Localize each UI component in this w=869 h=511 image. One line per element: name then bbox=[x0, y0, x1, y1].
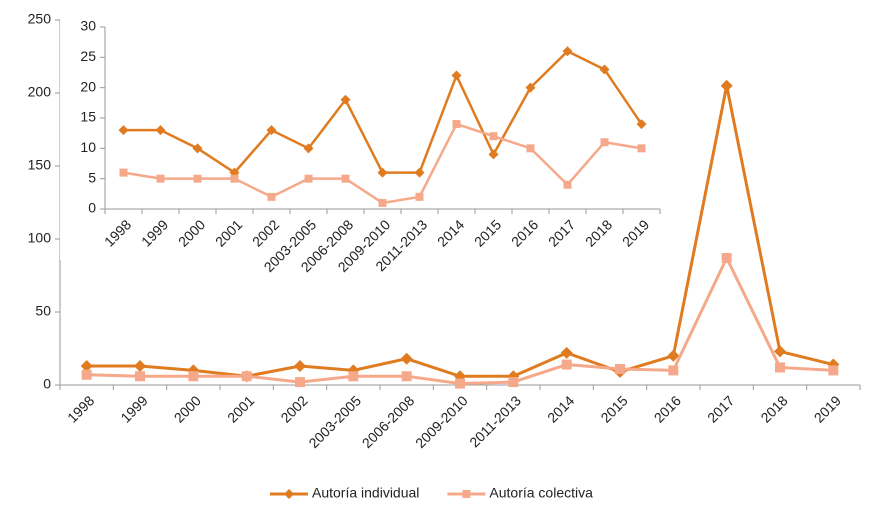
point bbox=[340, 94, 351, 105]
y-tick-label: 100 bbox=[28, 230, 52, 246]
y-tick-label: 20 bbox=[80, 78, 96, 94]
point bbox=[294, 360, 306, 373]
point bbox=[401, 371, 412, 382]
x-tick-label: 2002 bbox=[277, 392, 310, 425]
y-tick-label: 200 bbox=[28, 84, 52, 100]
point bbox=[377, 167, 388, 178]
x-tick-label: 2009-2010 bbox=[412, 392, 471, 451]
point bbox=[525, 82, 536, 93]
x-tick-label: 2000 bbox=[171, 392, 204, 425]
point bbox=[615, 363, 625, 374]
legend-marker bbox=[284, 489, 294, 499]
point bbox=[720, 79, 733, 92]
point bbox=[562, 46, 573, 57]
point bbox=[452, 120, 461, 129]
y-tick-label: 25 bbox=[80, 48, 96, 64]
point bbox=[721, 252, 732, 263]
x-tick-label: 1999 bbox=[117, 392, 150, 425]
x-tick-label: 2003-2005 bbox=[305, 392, 364, 451]
point bbox=[775, 362, 785, 373]
point bbox=[668, 365, 679, 376]
point bbox=[488, 149, 499, 160]
x-tick-label: 2011-2013 bbox=[466, 392, 524, 450]
point bbox=[774, 345, 786, 358]
point bbox=[600, 138, 609, 147]
point bbox=[134, 360, 146, 373]
y-tick-label: 250 bbox=[28, 11, 52, 27]
point bbox=[135, 371, 145, 382]
x-tick-label: 2018 bbox=[757, 392, 790, 425]
point bbox=[348, 371, 359, 382]
point bbox=[267, 192, 276, 201]
point bbox=[188, 371, 199, 382]
point bbox=[304, 174, 313, 183]
y-tick-label: 30 bbox=[80, 18, 96, 34]
point bbox=[451, 70, 462, 81]
y-tick-label: 10 bbox=[80, 139, 96, 155]
point bbox=[80, 360, 93, 373]
y-tick-label: 150 bbox=[28, 157, 52, 173]
legend-label: Autoría colectiva bbox=[489, 485, 593, 501]
point bbox=[303, 143, 314, 154]
point bbox=[415, 192, 424, 201]
point bbox=[489, 132, 498, 141]
point bbox=[193, 174, 202, 183]
point bbox=[192, 143, 203, 154]
point bbox=[155, 125, 166, 136]
point bbox=[81, 369, 92, 380]
point bbox=[414, 167, 425, 178]
y-tick-label: 15 bbox=[80, 109, 96, 125]
point bbox=[118, 125, 129, 136]
point bbox=[599, 64, 610, 75]
legend-label: Autoría individual bbox=[312, 485, 419, 501]
point bbox=[508, 377, 519, 388]
x-tick-label: 2015 bbox=[597, 392, 630, 425]
point bbox=[560, 346, 573, 359]
point bbox=[561, 359, 572, 370]
x-tick-label: 2006-2008 bbox=[359, 392, 418, 451]
x-tick-label: 2016 bbox=[651, 392, 684, 425]
x-tick-label: 2017 bbox=[704, 392, 737, 425]
x-tick-label: 2019 bbox=[811, 392, 844, 425]
point bbox=[563, 180, 572, 189]
inset-background bbox=[60, 10, 670, 260]
point bbox=[156, 174, 165, 183]
point bbox=[828, 365, 839, 376]
point bbox=[119, 168, 128, 177]
y-tick-label: 5 bbox=[88, 169, 96, 185]
y-tick-label: 0 bbox=[43, 376, 51, 392]
legend-marker bbox=[462, 490, 471, 498]
point bbox=[266, 125, 277, 136]
point bbox=[526, 144, 535, 153]
point bbox=[295, 377, 305, 388]
point bbox=[241, 371, 252, 382]
point bbox=[341, 174, 350, 183]
point bbox=[230, 174, 239, 183]
series-line bbox=[86, 254, 834, 386]
x-tick-label: 1998 bbox=[64, 392, 97, 425]
point bbox=[667, 349, 680, 362]
point bbox=[400, 352, 413, 365]
x-tick-label: 2001 bbox=[224, 392, 257, 425]
point bbox=[378, 198, 387, 207]
point bbox=[455, 378, 465, 389]
point bbox=[636, 119, 647, 130]
y-tick-label: 50 bbox=[35, 303, 51, 319]
x-tick-label: 2014 bbox=[544, 392, 577, 425]
point bbox=[637, 144, 646, 153]
y-tick-label: 0 bbox=[88, 200, 96, 216]
